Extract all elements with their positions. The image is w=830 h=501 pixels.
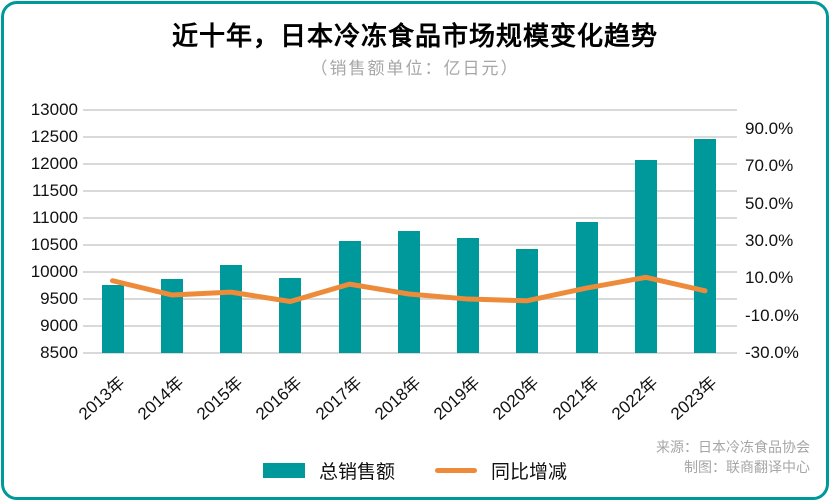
bar <box>457 237 479 354</box>
x-axis-label: 2018年 <box>370 372 425 424</box>
left-axis-tick-label: 12000 <box>30 153 78 173</box>
legend-line-label: 同比增减 <box>491 462 568 483</box>
right-axis-tick-label: 10.0% <box>745 268 794 288</box>
grid-line <box>83 162 737 165</box>
bar <box>220 264 242 354</box>
left-axis-tick-label: 13000 <box>30 100 78 119</box>
left-axis-tick-label: 12500 <box>30 126 78 146</box>
bar <box>397 231 420 354</box>
bar <box>575 222 598 354</box>
x-axis-label: 2021年 <box>548 372 603 424</box>
right-axis-tick-label: 50.0% <box>745 193 794 213</box>
bar <box>338 240 361 354</box>
x-axis-label: 2014年 <box>133 372 188 424</box>
left-axis-tick-label: 11000 <box>31 207 78 227</box>
bar <box>694 138 716 354</box>
right-axis-tick-label: -10.0% <box>745 305 799 325</box>
x-axis-label: 2020年 <box>489 372 543 424</box>
chart-subtitle: （销售额单位：亿日元） <box>310 59 520 78</box>
left-axis-tick-label: 9000 <box>40 315 78 335</box>
legend-bar-swatch <box>262 463 305 478</box>
right-axis-tick-label: 70.0% <box>745 156 794 176</box>
bar <box>160 278 183 354</box>
grid-line <box>83 135 737 138</box>
x-axis-label: 2022年 <box>607 372 662 424</box>
legend-line-swatch <box>435 468 477 473</box>
x-axis-label: 2023年 <box>667 372 721 424</box>
x-axis-label: 2015年 <box>193 372 247 424</box>
right-axis-tick-label: 90.0% <box>745 118 794 138</box>
x-axis-label: 2016年 <box>252 372 306 424</box>
bar <box>279 277 302 354</box>
right-axis-tick-label: 30.0% <box>745 230 794 250</box>
grid-line <box>83 216 737 219</box>
credit-line: 制图：联商翻译中心 <box>684 459 810 475</box>
right-axis-tick-label: -30.0% <box>745 343 799 363</box>
legend: 总销售额 同比增减 <box>0 457 830 484</box>
x-axis-label: 2017年 <box>311 372 366 424</box>
grid-line <box>83 109 737 111</box>
source-line: 来源：日本冷冻食品协会 <box>656 439 810 455</box>
x-axis-label: 2013年 <box>74 372 129 424</box>
chart-title: 近十年，日本冷冻食品市场规模变化趋势 <box>171 21 658 51</box>
left-axis-tick-label: 10000 <box>30 261 78 281</box>
left-axis-tick-label: 11500 <box>31 180 78 200</box>
source-note: 来源：日本冷冻食品协会 制图：联商翻译中心 <box>656 437 810 477</box>
bar <box>516 249 539 354</box>
legend-bar-label: 总销售额 <box>318 462 395 483</box>
bar <box>101 284 124 354</box>
left-axis-tick-label: 8500 <box>40 342 78 362</box>
left-axis-tick-label: 10500 <box>30 234 78 254</box>
bar <box>634 160 657 354</box>
x-axis-label: 2019年 <box>430 372 484 424</box>
grid-line <box>83 189 737 192</box>
left-axis-tick-label: 9500 <box>40 288 78 308</box>
